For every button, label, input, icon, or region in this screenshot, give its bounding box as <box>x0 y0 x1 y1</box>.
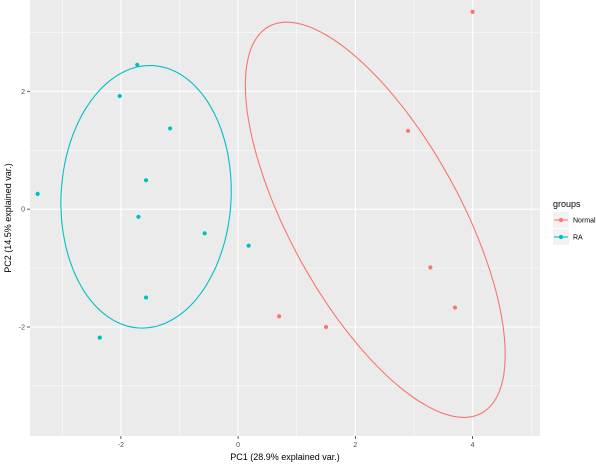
point-normal <box>452 305 458 310</box>
point-ra <box>246 243 251 248</box>
y-tick-label: 2 <box>21 89 25 96</box>
y-axis-ticks: -2 0 2 <box>19 89 30 332</box>
point-ra <box>117 93 122 99</box>
point-normal <box>470 9 475 14</box>
point-normal <box>428 265 433 270</box>
confidence-ellipses <box>60 21 506 418</box>
grid-minor <box>30 0 540 436</box>
legend-items: Normal RA <box>553 212 596 245</box>
legend-label-ra: RA <box>573 235 583 242</box>
x-tick-label: 2 <box>353 442 357 449</box>
data-points <box>35 9 475 340</box>
point-ra <box>35 191 40 196</box>
y-tick-label: -2 <box>19 325 25 332</box>
ellipse-normal <box>244 21 506 418</box>
y-tick-label: 0 <box>21 207 25 214</box>
x-tick-label: 4 <box>471 442 475 449</box>
point-normal <box>277 314 282 319</box>
point-ra <box>97 335 102 340</box>
legend-label-normal: Normal <box>573 218 596 225</box>
point-normal <box>323 324 329 330</box>
x-tick-label: 0 <box>236 442 240 449</box>
x-axis-title: PC1 (28.9% explained var.) <box>230 452 340 462</box>
x-tick-label: -2 <box>118 442 124 449</box>
legend-title: groups <box>553 199 581 209</box>
point-ra <box>136 214 141 219</box>
panel-background <box>30 0 540 436</box>
x-axis-ticks: -2 0 2 4 <box>118 436 475 449</box>
legend-key-point <box>558 217 564 223</box>
y-axis-title: PC2 (14.5% explained var.) <box>3 163 13 273</box>
point-ra <box>168 126 173 131</box>
point-ra <box>143 295 149 300</box>
point-ra <box>143 178 149 183</box>
legend: groups Normal RA <box>553 199 596 245</box>
grid-major <box>30 0 540 436</box>
point-ra <box>202 231 207 236</box>
point-ra <box>135 62 140 67</box>
ellipse-ra <box>60 64 232 329</box>
legend-key-point <box>558 234 564 240</box>
point-normal <box>406 128 411 133</box>
